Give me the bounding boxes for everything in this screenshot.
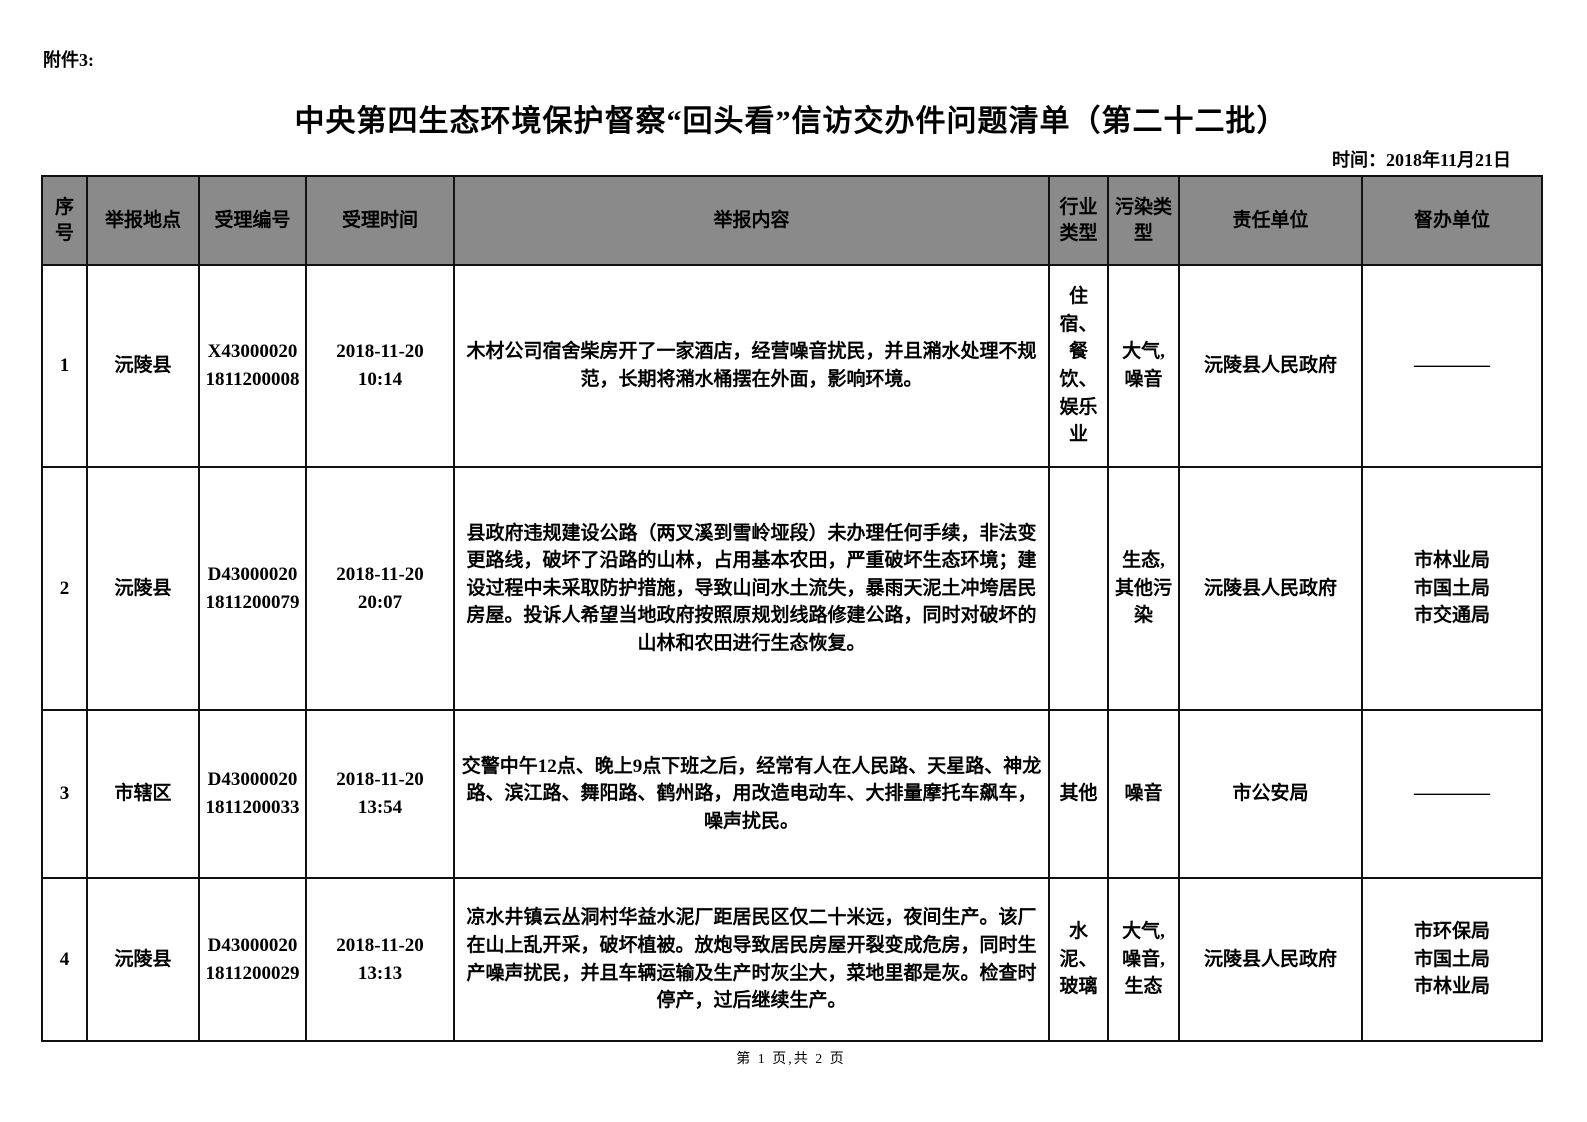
- col-header-industry-type: 行业类型: [1048, 175, 1109, 266]
- table-header-row: 序号 举报地点 受理编号 受理时间 举报内容 行业类型 污染类型 责任单位 督办…: [41, 175, 1543, 266]
- table-row: 3 市辖区 D430000201811200033 2018-11-20 13:…: [41, 709, 1543, 879]
- cell-location: 沅陵县: [86, 264, 200, 468]
- cell-responsible-unit: 沅陵县人民政府: [1178, 466, 1363, 711]
- col-header-accept-time: 受理时间: [305, 175, 455, 266]
- cell-content: 交警中午12点、晚上9点下班之后，经常有人在人民路、天星路、神龙路、滨江路、舞阳…: [453, 709, 1050, 879]
- page-title: 中央第四生态环境保护督察“回头看”信访交办件问题清单（第二十二批）: [294, 105, 1288, 138]
- complaints-table: 序号 举报地点 受理编号 受理时间 举报内容 行业类型 污染类型 责任单位 督办…: [41, 175, 1543, 1042]
- cell-supervising-unit: 市林业局 市国土局 市交通局: [1361, 466, 1543, 711]
- cell-seq: 4: [41, 877, 88, 1042]
- date-line: 时间：2018年11月21日: [1331, 150, 1511, 170]
- cell-pollution-type: 噪音: [1107, 709, 1180, 879]
- cell-seq: 1: [41, 264, 88, 468]
- cell-case-no: D430000201811200033: [198, 709, 307, 879]
- col-header-case-no: 受理编号: [198, 175, 307, 266]
- cell-industry-type: 水泥、玻璃: [1048, 877, 1109, 1042]
- cell-industry-type: [1048, 466, 1109, 711]
- cell-supervising-unit: ————: [1361, 264, 1543, 468]
- col-header-seq: 序号: [41, 175, 88, 266]
- cell-supervising-unit: ————: [1361, 709, 1543, 879]
- cell-industry-type: 其他: [1048, 709, 1109, 879]
- cell-location: 沅陵县: [86, 466, 200, 711]
- col-header-location: 举报地点: [86, 175, 200, 266]
- cell-location: 沅陵县: [86, 877, 200, 1042]
- cell-pollution-type: 生态,其他污染: [1107, 466, 1180, 711]
- attachment-label: 附件3:: [43, 50, 94, 70]
- table-row: 4 沅陵县 D430000201811200029 2018-11-20 13:…: [41, 877, 1543, 1042]
- col-header-content: 举报内容: [453, 175, 1050, 266]
- cell-industry-type: 住宿、餐饮、娱乐业: [1048, 264, 1109, 468]
- cell-case-no: X430000201811200008: [198, 264, 307, 468]
- cell-case-no: D430000201811200029: [198, 877, 307, 1042]
- cell-responsible-unit: 沅陵县人民政府: [1178, 264, 1363, 468]
- table-row: 2 沅陵县 D430000201811200079 2018-11-20 20:…: [41, 466, 1543, 711]
- cell-seq: 3: [41, 709, 88, 879]
- table-row: 1 沅陵县 X430000201811200008 2018-11-20 10:…: [41, 264, 1543, 468]
- cell-location: 市辖区: [86, 709, 200, 879]
- col-header-supervising-unit: 督办单位: [1361, 175, 1543, 266]
- cell-case-no: D430000201811200079: [198, 466, 307, 711]
- cell-accept-time: 2018-11-20 10:14: [305, 264, 455, 468]
- cell-supervising-unit: 市环保局 市国土局 市林业局: [1361, 877, 1543, 1042]
- col-header-responsible-unit: 责任单位: [1178, 175, 1363, 266]
- cell-seq: 2: [41, 466, 88, 711]
- cell-content: 木材公司宿舍柴房开了一家酒店，经营噪音扰民，并且潲水处理不规范，长期将潲水桶摆在…: [453, 264, 1050, 468]
- cell-content: 凉水井镇云丛洞村华益水泥厂距居民区仅二十米远，夜间生产。该厂在山上乱开采，破坏植…: [453, 877, 1050, 1042]
- cell-accept-time: 2018-11-20 13:54: [305, 709, 455, 879]
- cell-content: 县政府违规建设公路（两叉溪到雪岭垭段）未办理任何手续，非法变更路线，破坏了沿路的…: [453, 466, 1050, 711]
- cell-responsible-unit: 沅陵县人民政府: [1178, 877, 1363, 1042]
- cell-pollution-type: 大气,噪音: [1107, 264, 1180, 468]
- cell-accept-time: 2018-11-20 20:07: [305, 466, 455, 711]
- cell-pollution-type: 大气,噪音,生态: [1107, 877, 1180, 1042]
- page-number-footer: 第 1 页,共 2 页: [736, 1052, 846, 1067]
- cell-accept-time: 2018-11-20 13:13: [305, 877, 455, 1042]
- cell-responsible-unit: 市公安局: [1178, 709, 1363, 879]
- col-header-pollution-type: 污染类型: [1107, 175, 1180, 266]
